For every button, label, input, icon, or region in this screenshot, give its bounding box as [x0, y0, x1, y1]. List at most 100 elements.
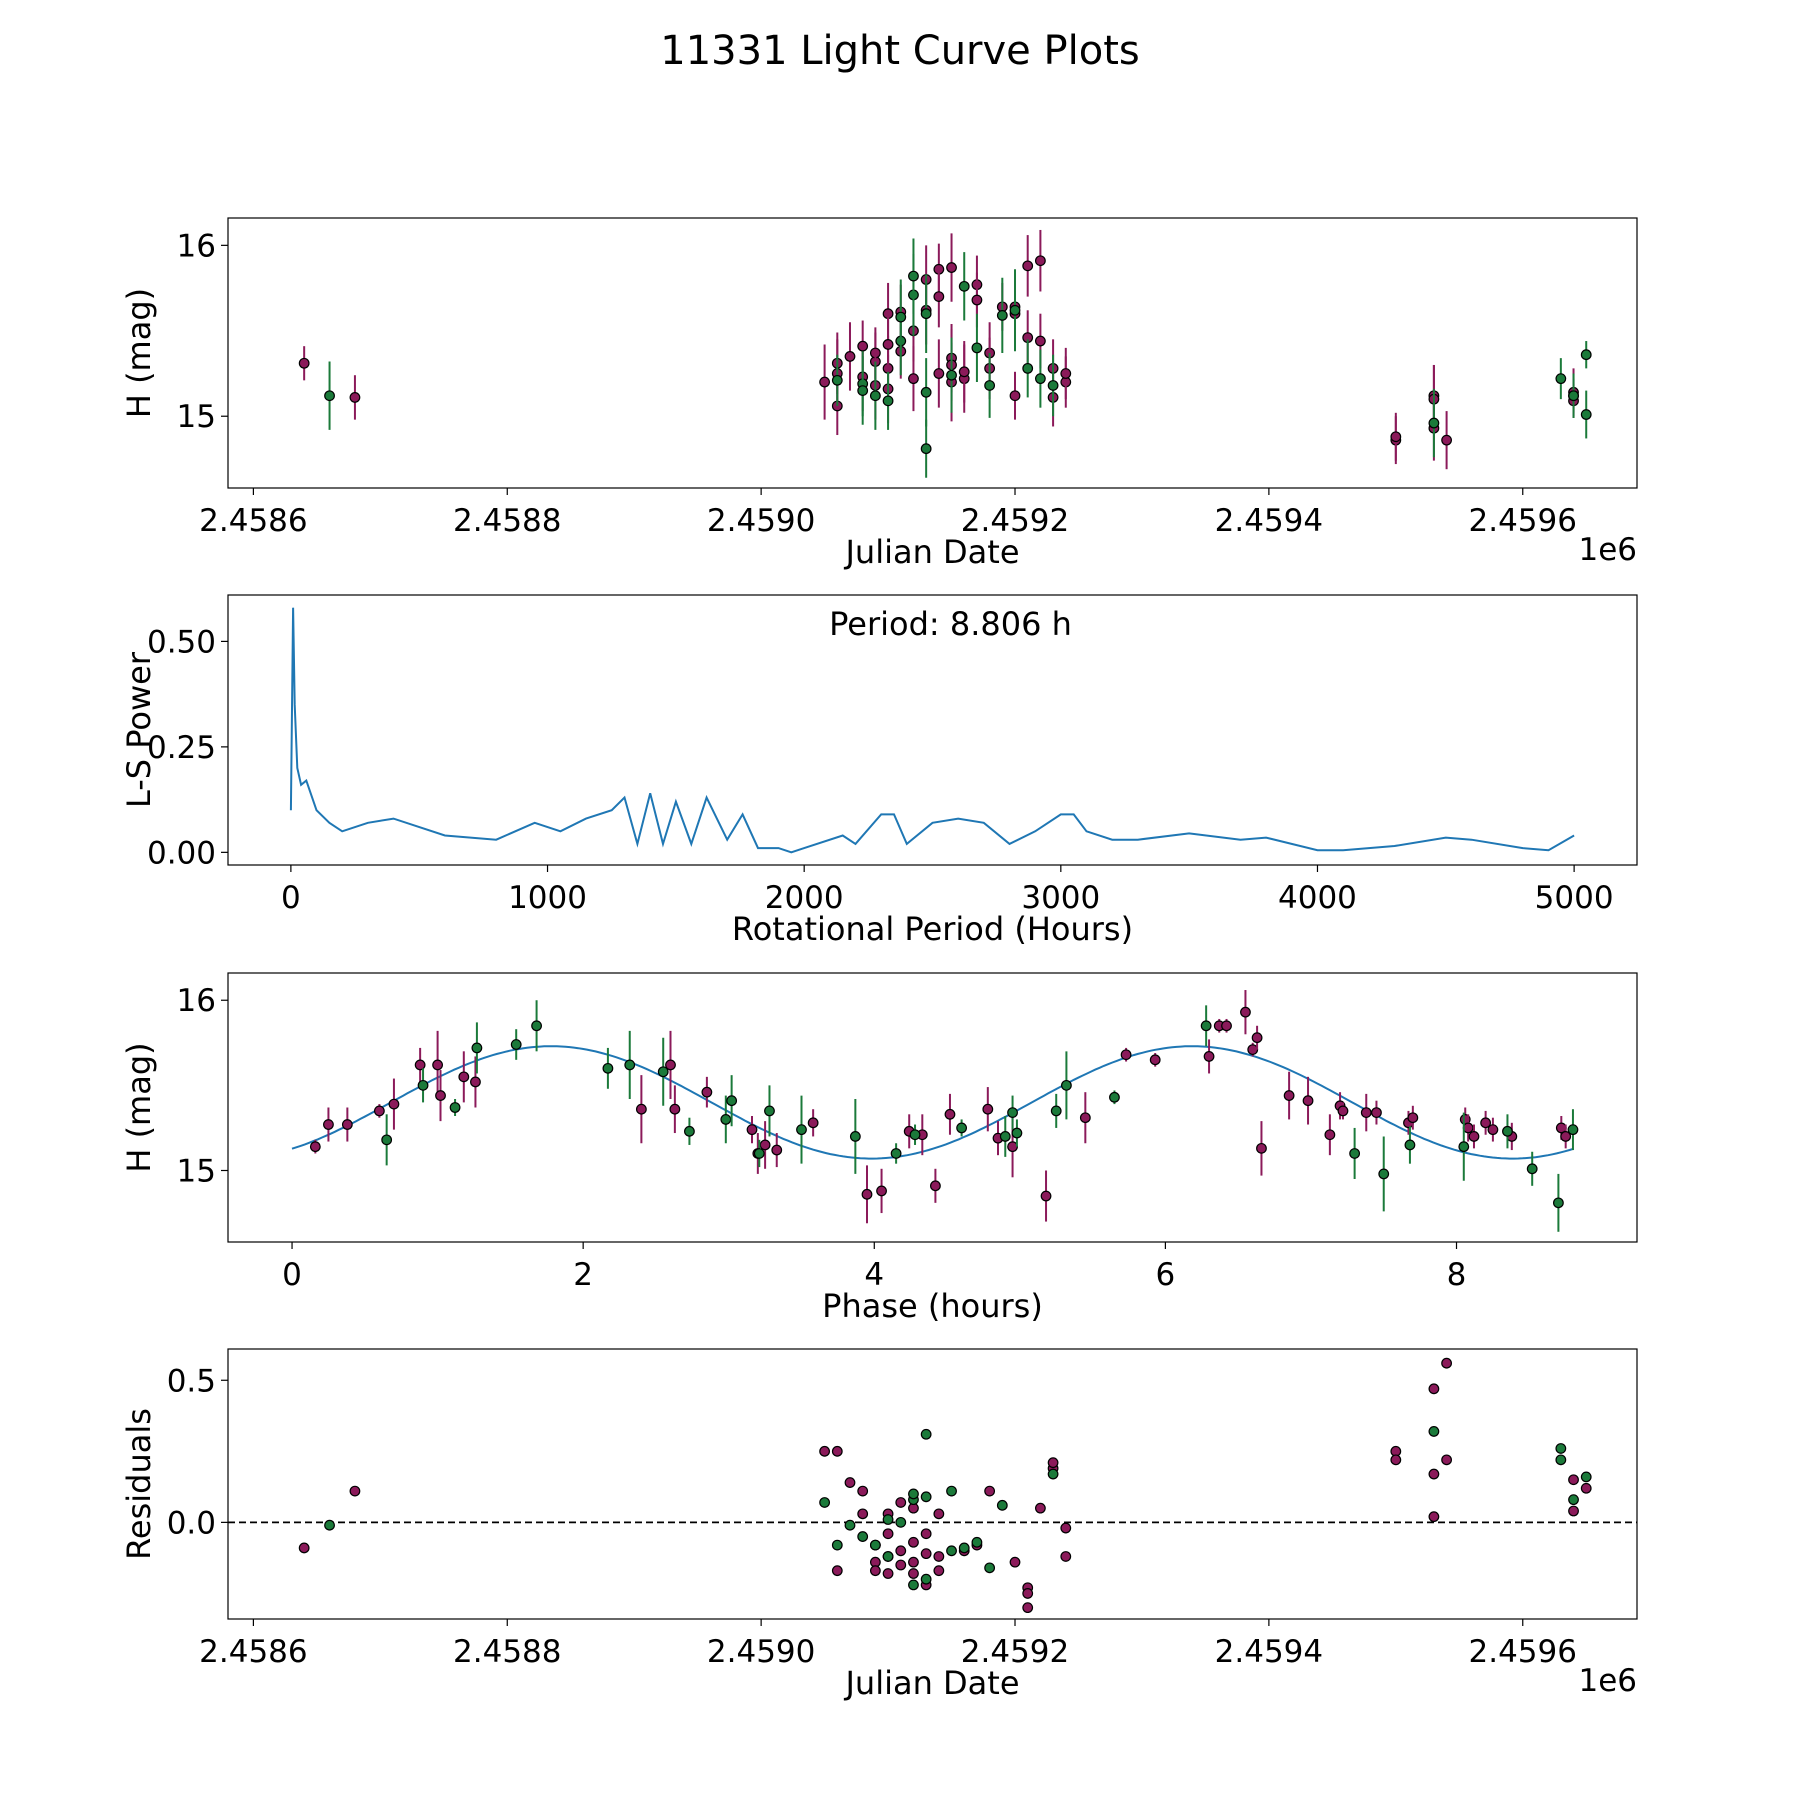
- data-point: [381, 1134, 393, 1146]
- x-tick-label: 5000: [1535, 880, 1614, 916]
- data-point: [665, 1059, 676, 1071]
- x-tick-label: 2.4586: [199, 1634, 307, 1670]
- data-point: [1502, 1125, 1513, 1137]
- data-point: [1407, 1112, 1419, 1124]
- data-point: [388, 1098, 400, 1110]
- panel-1: 2.4586 2.4588 2.4590 2.4592 2.4594 2.4596 15 16…: [120, 217, 1638, 571]
- data-point: [531, 1020, 542, 1032]
- data-point: [1009, 390, 1021, 402]
- data-point: [831, 1445, 843, 1457]
- data-point: [882, 1514, 894, 1525]
- data-point: [1240, 1006, 1251, 1018]
- data-point: [1428, 1426, 1440, 1437]
- data-point: [635, 1103, 647, 1115]
- data-point: [1390, 1454, 1402, 1466]
- data-point: [1007, 1141, 1018, 1153]
- data-point: [1047, 1457, 1059, 1469]
- y-tick-label: 0.5: [167, 1363, 216, 1399]
- data-point: [470, 1076, 481, 1088]
- data-point: [849, 1131, 861, 1142]
- fit-curve: [291, 1045, 1575, 1160]
- data-point: [908, 1568, 919, 1579]
- data-point: [759, 1139, 771, 1151]
- x-tick-label: 2.4592: [961, 503, 1069, 539]
- axes-frame: [227, 972, 1638, 1243]
- data-point: [831, 1565, 843, 1577]
- plot-area: [289, 607, 1575, 854]
- data-point: [1555, 1443, 1567, 1454]
- data-point: [417, 1079, 429, 1091]
- data-point: [920, 1491, 932, 1503]
- figure-title: 11331 Light Curve Plots: [660, 28, 1139, 74]
- data-point: [1324, 1129, 1336, 1141]
- x-axis-label: Phase (hours): [822, 1287, 1043, 1325]
- data-point: [324, 1519, 335, 1531]
- periodogram-line: [289, 607, 1575, 854]
- data-point: [746, 1124, 758, 1136]
- data-point: [895, 311, 907, 323]
- y-axis-label: H (mag): [120, 288, 158, 418]
- data-point: [933, 1551, 945, 1562]
- data-point: [984, 1562, 996, 1574]
- data-point: [857, 1508, 869, 1520]
- x-tick-label: 2.4592: [961, 1634, 1069, 1670]
- data-point: [458, 1071, 470, 1083]
- axes-frame: [227, 217, 1638, 489]
- data-point: [946, 262, 957, 273]
- data-point: [920, 308, 932, 320]
- data-point: [602, 1062, 614, 1074]
- data-point: [857, 385, 869, 396]
- data-point: [1580, 349, 1592, 361]
- data-point: [1441, 1454, 1452, 1466]
- data-point: [844, 1519, 856, 1531]
- data-point: [1302, 1095, 1314, 1107]
- axes-frame: [227, 1348, 1638, 1620]
- data-point: [1256, 1142, 1267, 1154]
- x-offset-label: 1e6: [1578, 532, 1637, 568]
- data-point: [771, 1144, 783, 1156]
- data-point: [726, 1095, 738, 1107]
- data-point: [890, 1148, 902, 1159]
- x-tick-label: 2.4588: [453, 503, 561, 539]
- data-point: [1568, 1494, 1579, 1506]
- data-point: [958, 280, 970, 292]
- data-point: [1360, 1107, 1372, 1119]
- data-point: [324, 390, 335, 402]
- data-point: [1458, 1141, 1470, 1153]
- x-axis-label: Julian Date: [843, 1664, 1019, 1702]
- data-point: [920, 1548, 932, 1560]
- data-point: [298, 357, 310, 369]
- data-point: [1022, 260, 1034, 272]
- data-point: [984, 1485, 996, 1497]
- data-point: [920, 1573, 932, 1585]
- data-point: [908, 1579, 919, 1591]
- data-point: [944, 1108, 956, 1120]
- data-point: [309, 1141, 321, 1153]
- data-point: [982, 1103, 994, 1115]
- data-point: [956, 1122, 968, 1134]
- data-point: [1022, 362, 1034, 374]
- data-point: [857, 340, 869, 352]
- data-point: [908, 270, 919, 282]
- plot-area: [291, 990, 1579, 1232]
- data-point: [1050, 1105, 1062, 1117]
- data-point: [1580, 1471, 1592, 1483]
- y-axis-label: H (mag): [120, 1042, 158, 1172]
- data-point: [1221, 1020, 1232, 1032]
- data-point: [1009, 1556, 1021, 1568]
- data-point: [1109, 1091, 1120, 1103]
- data-point: [819, 1497, 831, 1508]
- data-point: [971, 342, 983, 354]
- data-point: [701, 1086, 713, 1098]
- y-tick-label: 0.00: [147, 835, 216, 871]
- data-point: [1567, 1124, 1579, 1136]
- data-point: [971, 294, 983, 306]
- data-point: [341, 1119, 353, 1130]
- data-point: [764, 1105, 775, 1117]
- y-tick-label: 15: [177, 1153, 216, 1189]
- data-point: [908, 1488, 919, 1500]
- x-tick-label: 2.4590: [707, 1634, 815, 1670]
- data-point: [857, 1531, 869, 1542]
- data-point: [1404, 1139, 1416, 1151]
